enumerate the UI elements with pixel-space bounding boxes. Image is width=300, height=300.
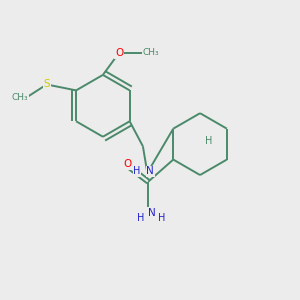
Text: CH₃: CH₃ xyxy=(142,48,159,57)
Text: O: O xyxy=(115,48,123,58)
Text: H: H xyxy=(205,136,213,146)
Text: H: H xyxy=(137,214,145,224)
Text: O: O xyxy=(124,159,132,169)
Text: H: H xyxy=(133,166,141,176)
Text: N: N xyxy=(146,166,154,176)
Text: H: H xyxy=(158,214,165,224)
Text: CH₃: CH₃ xyxy=(12,93,28,102)
Text: N: N xyxy=(148,208,156,218)
Text: S: S xyxy=(44,80,50,89)
